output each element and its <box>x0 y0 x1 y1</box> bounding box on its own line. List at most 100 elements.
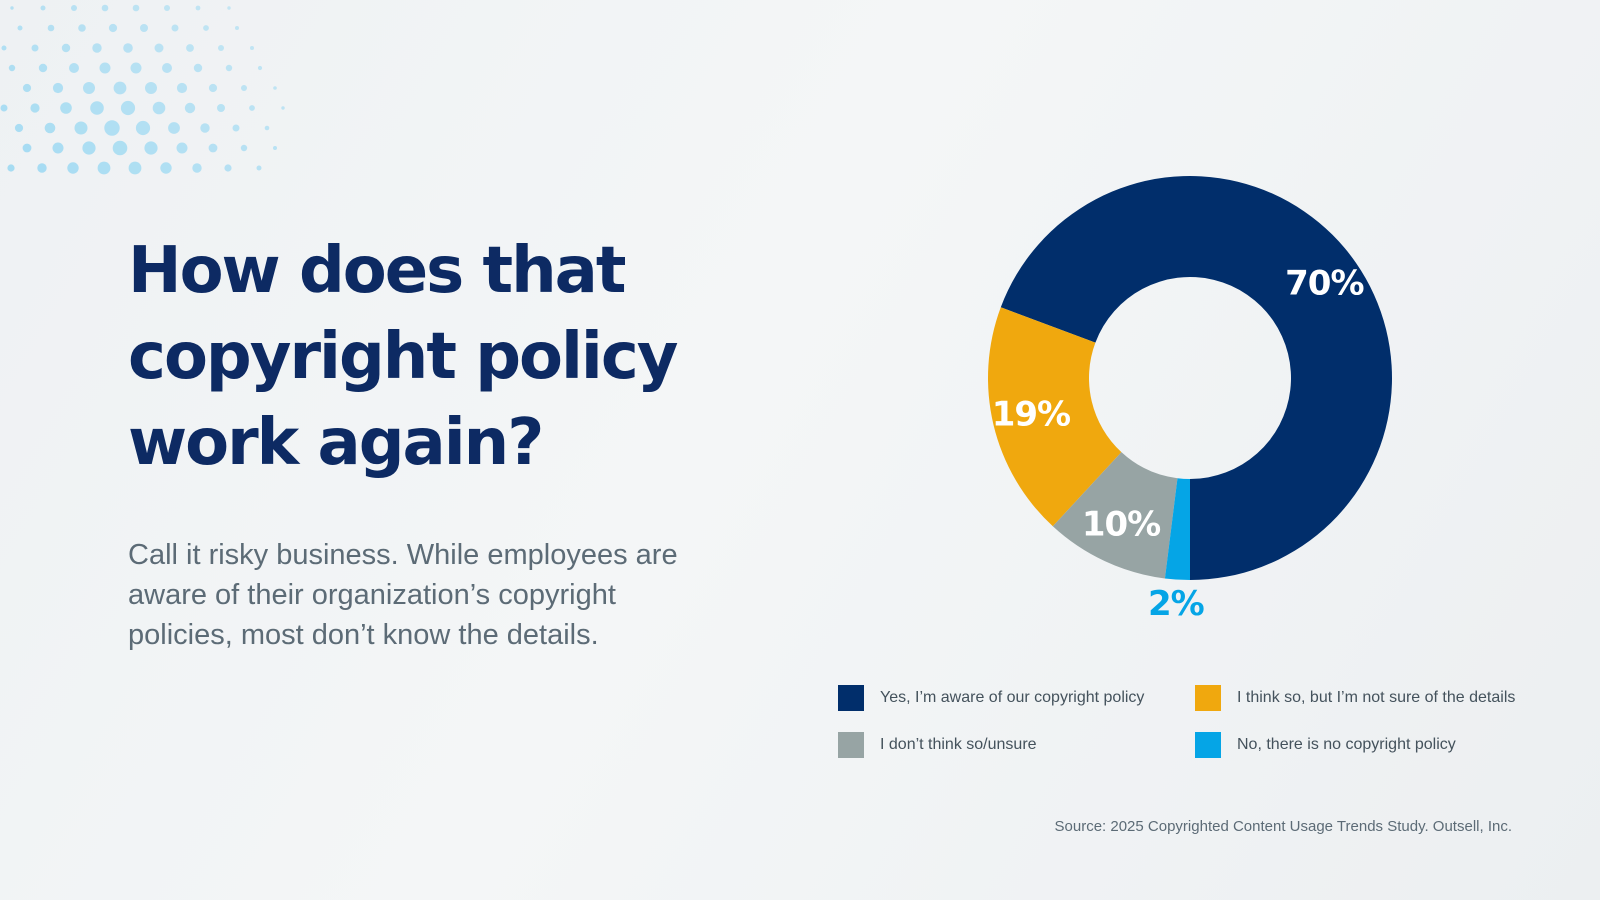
decor-dot <box>113 81 127 95</box>
legend-item-no-policy: No, there is no copyright policy <box>1195 731 1456 759</box>
decor-dot <box>8 64 16 72</box>
decor-dot <box>123 43 133 53</box>
decor-dot <box>97 161 111 175</box>
decor-dot <box>154 43 164 53</box>
decor-dot <box>208 143 218 153</box>
decor-dot <box>164 5 170 11</box>
legend-item-aware: Yes, I’m aware of our copyright policy <box>838 684 1144 712</box>
decor-dot <box>225 64 233 72</box>
decor-dot <box>10 6 14 10</box>
legend-swatch-aware <box>838 685 864 711</box>
decor-dot <box>241 85 247 91</box>
slice-2 <box>1052 452 1178 579</box>
decor-dot <box>22 83 32 93</box>
decor-dot <box>30 103 40 113</box>
decor-dot <box>99 62 111 74</box>
decorative-dot-pattern <box>0 4 285 175</box>
decor-dot <box>264 125 270 131</box>
decor-dot <box>130 62 142 74</box>
decor-dot <box>240 144 248 152</box>
decor-dot <box>47 24 55 32</box>
decor-dot <box>257 65 263 71</box>
decor-dot <box>273 86 277 90</box>
decor-dot <box>208 83 218 93</box>
decor-dot <box>112 140 128 156</box>
decor-dot <box>184 102 196 114</box>
decor-dot <box>273 146 277 150</box>
legend-label-no-policy: No, there is no copyright policy <box>1237 736 1456 753</box>
slice-1 <box>988 307 1122 527</box>
subtitle-text: Call it risky business. While employees … <box>128 539 678 651</box>
decor-dot <box>82 141 96 155</box>
decor-dot <box>101 4 109 12</box>
decor-dot <box>120 100 136 116</box>
decor-dot <box>235 26 239 30</box>
decor-dot <box>227 6 231 10</box>
legend-label-not-sure: I think so, but I’m not sure of the deta… <box>1237 689 1516 706</box>
decor-dot <box>92 43 102 53</box>
decor-dot <box>217 104 225 112</box>
data-label-2: 10% <box>1082 505 1160 545</box>
decor-dot <box>132 4 140 12</box>
decor-dot <box>90 101 104 115</box>
decor-dot <box>232 124 240 132</box>
legend-label-aware: Yes, I’m aware of our copyright policy <box>880 689 1145 706</box>
decor-dot <box>78 24 86 32</box>
decor-dot <box>37 163 47 173</box>
donut-chart: 70% 19% 10% 2% <box>988 175 1392 624</box>
decor-dot <box>176 82 188 94</box>
source-note: Source: 2025 Copyrighted Content Usage T… <box>1054 818 1512 835</box>
decor-dot <box>281 106 285 110</box>
legend-swatch-unsure <box>838 732 864 758</box>
decor-dot <box>71 5 77 11</box>
decor-dot <box>128 161 142 175</box>
decor-dot <box>200 123 210 133</box>
decor-dot <box>160 162 172 174</box>
decor-dot <box>186 44 194 52</box>
decor-dot <box>140 24 148 32</box>
decor-dot <box>61 43 71 53</box>
decor-dot <box>250 46 254 50</box>
slice-0 <box>1000 175 1392 580</box>
legend-swatch-not-sure <box>1195 685 1221 711</box>
data-label-3: 2% <box>1148 584 1204 624</box>
decor-dot <box>168 122 180 134</box>
decor-dot <box>249 105 255 111</box>
decor-dot <box>40 5 46 11</box>
decor-dot <box>69 63 79 73</box>
decor-dot <box>7 164 15 172</box>
legend-item-unsure: I don’t think so/unsure <box>838 731 1037 759</box>
decor-dot <box>22 143 32 153</box>
decor-dot <box>38 63 48 73</box>
slice-3 <box>1164 478 1190 580</box>
decor-dot <box>74 121 88 135</box>
legend-swatch-no-policy <box>1195 732 1221 758</box>
decor-dot <box>195 5 201 11</box>
decor-dot <box>152 101 166 115</box>
decor-dot <box>1 45 7 51</box>
decor-dot <box>162 63 172 73</box>
decor-dot <box>193 63 203 73</box>
decor-dot <box>203 25 209 31</box>
decor-dot <box>83 82 95 94</box>
decor-dot <box>60 102 72 114</box>
legend-item-not-sure: I think so, but I’m not sure of the deta… <box>1195 684 1515 712</box>
decor-dot <box>52 142 64 154</box>
decor-dot <box>256 165 262 171</box>
decor-dot <box>135 120 151 136</box>
decor-dot <box>192 163 202 173</box>
decor-dot <box>52 82 64 94</box>
decor-dot <box>224 164 232 172</box>
decor-dot <box>176 142 188 154</box>
decor-dot <box>104 120 120 136</box>
decor-dot <box>14 123 24 133</box>
data-label-1: 19% <box>992 394 1070 434</box>
decor-dot <box>44 122 56 134</box>
decor-dot <box>31 44 39 52</box>
decor-dot <box>0 104 8 112</box>
data-label-0: 70% <box>1285 263 1363 303</box>
decor-dot <box>144 141 158 155</box>
decor-dot <box>67 162 79 174</box>
decor-dot <box>108 23 118 33</box>
decor-dot <box>17 25 23 31</box>
